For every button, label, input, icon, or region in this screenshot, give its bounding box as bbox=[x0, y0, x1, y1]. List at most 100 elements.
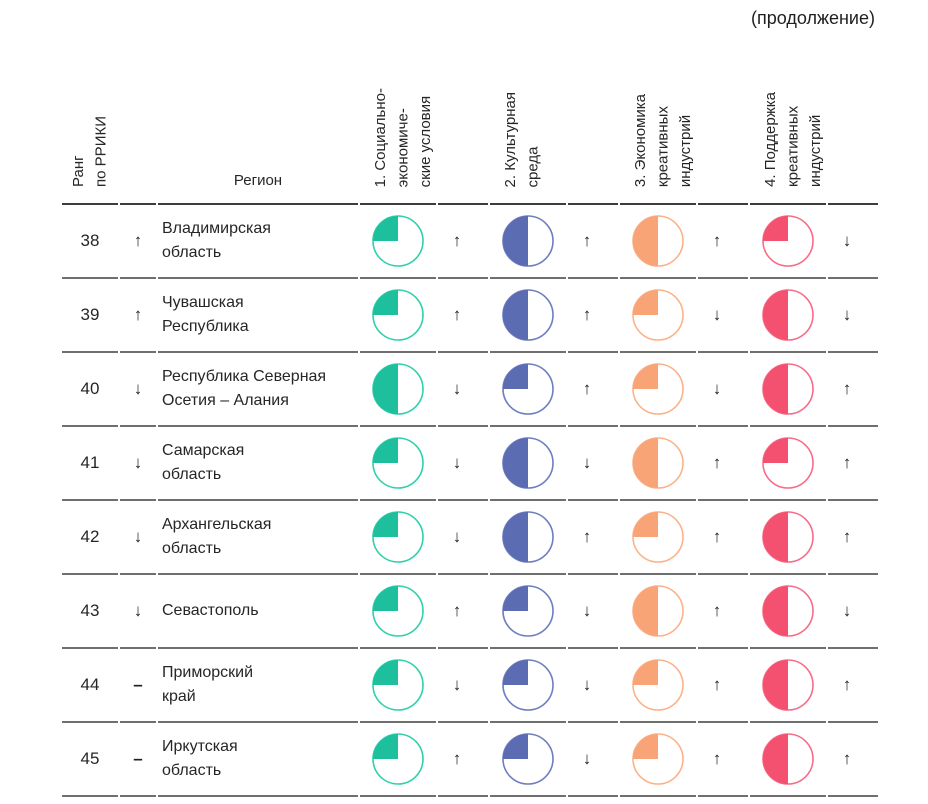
factor-4-trend-arrow: ↑ bbox=[828, 723, 878, 797]
factor-pie-icon bbox=[372, 585, 424, 637]
factor-3-trend-arrow: ↓ bbox=[698, 353, 748, 427]
factor-3-pie bbox=[620, 353, 696, 427]
factor-pie-icon bbox=[502, 585, 554, 637]
region-name: Иркутская область bbox=[158, 723, 358, 797]
table-row: 45 – Иркутская область ↑ ↓ ↑ ↑ bbox=[62, 723, 878, 797]
factor-4-trend-arrow: ↑ bbox=[828, 501, 878, 575]
factor-pie-icon bbox=[632, 511, 684, 563]
factor-3-trend-arrow: ↑ bbox=[698, 649, 748, 723]
factor-1-pie bbox=[360, 575, 436, 649]
header-rank-trend-spacer bbox=[120, 0, 156, 205]
factor-pie-icon bbox=[372, 289, 424, 341]
factor-pie-icon bbox=[762, 437, 814, 489]
table-row: 39 ↑ Чувашская Республика ↑ ↑ ↓ ↓ bbox=[62, 279, 878, 353]
rank-trend-arrow: ↑ bbox=[120, 279, 156, 353]
factor-pie-icon bbox=[632, 437, 684, 489]
factor-3-trend-arrow: ↓ bbox=[698, 279, 748, 353]
factor-1-trend-arrow: ↓ bbox=[438, 501, 488, 575]
factor-4-pie bbox=[750, 205, 826, 279]
factor-pie-icon bbox=[762, 659, 814, 711]
factor-1-trend-arrow: ↑ bbox=[438, 279, 488, 353]
factor-1-trend-arrow: ↑ bbox=[438, 575, 488, 649]
rank-value: 44 bbox=[62, 649, 118, 723]
factor-2-trend-arrow: ↓ bbox=[568, 649, 618, 723]
factor-pie-icon bbox=[372, 733, 424, 785]
factor-4-pie bbox=[750, 649, 826, 723]
factor-2-pie bbox=[490, 723, 566, 797]
factor-4-trend-arrow: ↑ bbox=[828, 649, 878, 723]
factor-pie-icon bbox=[372, 363, 424, 415]
factor-3-trend-arrow: ↑ bbox=[698, 427, 748, 501]
rank-value: 41 bbox=[62, 427, 118, 501]
table-header-row: Ранг по РРИКИ Регион 1. Социально- эконо… bbox=[62, 0, 878, 205]
header-factor-2-trend-spacer bbox=[568, 0, 618, 205]
factor-2-pie bbox=[490, 501, 566, 575]
factor-2-trend-arrow: ↓ bbox=[568, 427, 618, 501]
factor-3-trend-arrow: ↑ bbox=[698, 205, 748, 279]
factor-1-pie bbox=[360, 649, 436, 723]
rank-trend-arrow: ↓ bbox=[120, 427, 156, 501]
factor-4-pie bbox=[750, 575, 826, 649]
region-name: Архангельская область bbox=[158, 501, 358, 575]
factor-pie-icon bbox=[502, 215, 554, 267]
factor-2-pie bbox=[490, 353, 566, 427]
factor-pie-icon bbox=[372, 659, 424, 711]
factor-2-pie bbox=[490, 279, 566, 353]
factor-4-trend-arrow: ↓ bbox=[828, 575, 878, 649]
region-name: Владимирская область bbox=[158, 205, 358, 279]
header-factor-2-label: 2. Культурная среда bbox=[502, 91, 542, 187]
factor-pie-icon bbox=[502, 363, 554, 415]
factor-4-trend-arrow: ↑ bbox=[828, 353, 878, 427]
factor-pie-icon bbox=[632, 659, 684, 711]
factor-3-pie bbox=[620, 279, 696, 353]
header-region: Регион bbox=[158, 0, 358, 205]
factor-3-pie bbox=[620, 649, 696, 723]
header-rank-label: Ранг по РРИКИ bbox=[70, 116, 110, 187]
factor-1-trend-arrow: ↓ bbox=[438, 353, 488, 427]
factor-pie-icon bbox=[762, 585, 814, 637]
factor-4-trend-arrow: ↓ bbox=[828, 279, 878, 353]
factor-pie-icon bbox=[762, 289, 814, 341]
table-row: 44 – Приморский край ↓ ↓ ↑ ↑ bbox=[62, 649, 878, 723]
header-factor-3-trend-spacer bbox=[698, 0, 748, 205]
factor-4-pie bbox=[750, 723, 826, 797]
factor-pie-icon bbox=[502, 733, 554, 785]
factor-2-trend-arrow: ↑ bbox=[568, 353, 618, 427]
factor-4-pie bbox=[750, 427, 826, 501]
factor-pie-icon bbox=[502, 289, 554, 341]
rank-trend-arrow: ↓ bbox=[120, 575, 156, 649]
factor-1-pie bbox=[360, 205, 436, 279]
factor-3-pie bbox=[620, 575, 696, 649]
continuation-label: (продолжение) bbox=[750, 8, 875, 28]
table-row: 42 ↓ Архангельская область ↓ ↑ ↑ ↑ bbox=[62, 501, 878, 575]
header-factor-1: 1. Социально- экономиче- ские условия bbox=[360, 0, 436, 205]
rank-trend-arrow: ↑ bbox=[120, 205, 156, 279]
factor-2-trend-arrow: ↑ bbox=[568, 501, 618, 575]
factor-pie-icon bbox=[762, 215, 814, 267]
header-factor-2: 2. Культурная среда bbox=[490, 0, 566, 205]
region-name: Республика Северная Осетия – Алания bbox=[158, 353, 358, 427]
header-factor-3: 3. Экономика креативных индустрий bbox=[620, 0, 696, 205]
ranking-table: Ранг по РРИКИ Регион 1. Социально- эконо… bbox=[62, 0, 878, 797]
table-row: 40 ↓ Республика Северная Осетия – Алания… bbox=[62, 353, 878, 427]
rank-trend-arrow: ↓ bbox=[120, 353, 156, 427]
factor-pie-icon bbox=[502, 437, 554, 489]
region-name: Чувашская Республика bbox=[158, 279, 358, 353]
factor-4-pie bbox=[750, 501, 826, 575]
factor-2-trend-arrow: ↓ bbox=[568, 575, 618, 649]
rank-value: 38 bbox=[62, 205, 118, 279]
factor-pie-icon bbox=[502, 511, 554, 563]
factor-pie-icon bbox=[632, 289, 684, 341]
factor-1-pie bbox=[360, 427, 436, 501]
header-factor-4-label: 4. Поддержка креативных индустрий bbox=[762, 92, 824, 187]
header-factor-4-trend-spacer bbox=[828, 0, 878, 205]
rank-value: 39 bbox=[62, 279, 118, 353]
factor-3-pie bbox=[620, 501, 696, 575]
factor-2-pie bbox=[490, 649, 566, 723]
region-name: Самарская область bbox=[158, 427, 358, 501]
factor-pie-icon bbox=[632, 215, 684, 267]
factor-4-pie bbox=[750, 279, 826, 353]
factor-2-trend-arrow: ↑ bbox=[568, 279, 618, 353]
rank-trend-arrow: – bbox=[120, 723, 156, 797]
